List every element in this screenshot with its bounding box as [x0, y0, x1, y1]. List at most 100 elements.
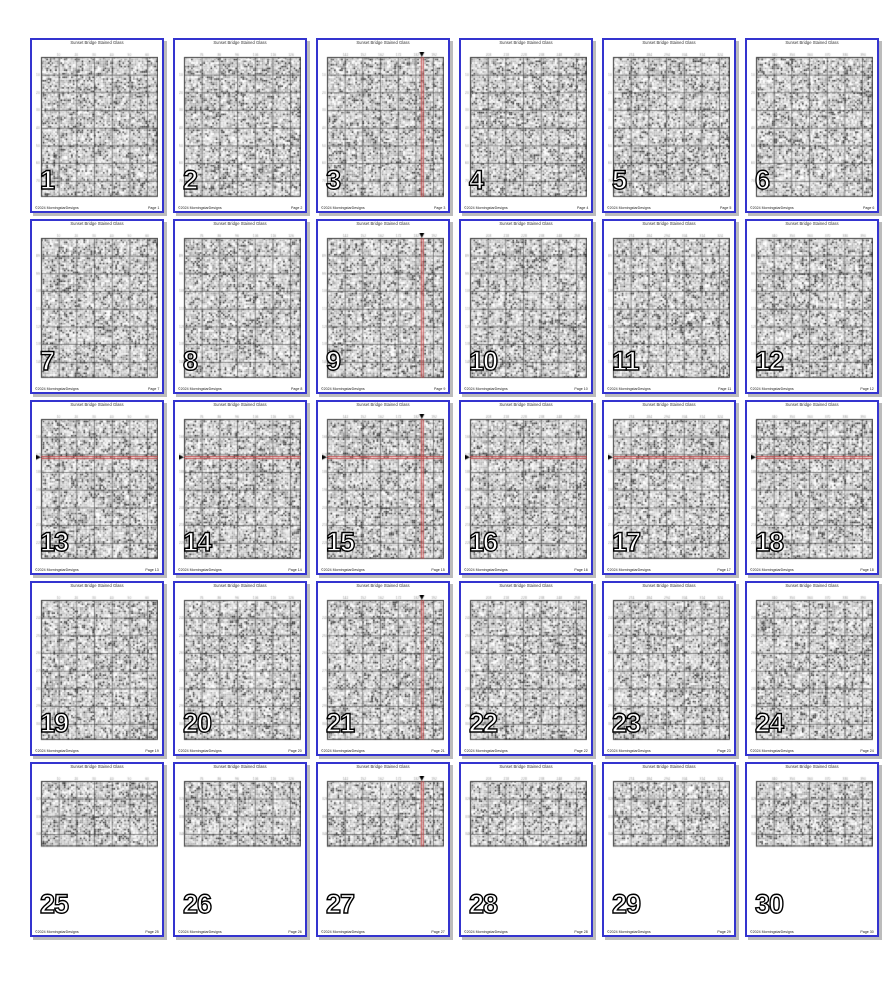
- page-footer-label: Page 7: [147, 386, 159, 391]
- pattern-page-thumbnail[interactable]: Sunset Bridge Stained Glass 27 ©2024 Mor…: [316, 762, 450, 937]
- pattern-page-thumbnail[interactable]: Sunset Bridge Stained Glass 24 ©2024 Mor…: [745, 581, 879, 756]
- stitch-chart-canvas: [608, 233, 730, 379]
- pattern-page-thumbnail[interactable]: Sunset Bridge Stained Glass 14 ©2024 Mor…: [173, 400, 307, 575]
- copyright-text: ©2024 MorningstarDesigns: [750, 386, 794, 391]
- pattern-page-thumbnail[interactable]: Sunset Bridge Stained Glass 26 ©2024 Mor…: [173, 762, 307, 937]
- pattern-page-thumbnail[interactable]: Sunset Bridge Stained Glass 4 ©2024 Morn…: [459, 38, 593, 213]
- stitch-chart-canvas: [179, 595, 301, 741]
- pattern-title: Sunset Bridge Stained Glass: [213, 221, 267, 227]
- page-number: 28: [468, 889, 498, 919]
- pattern-page-thumbnail[interactable]: Sunset Bridge Stained Glass 10 ©2024 Mor…: [459, 219, 593, 394]
- stitch-chart-canvas: [179, 414, 301, 560]
- stitch-chart-canvas: [179, 52, 301, 198]
- page-footer-label: Page 13: [145, 567, 159, 572]
- stitch-chart-canvas: [751, 233, 873, 379]
- copyright-text: ©2024 MorningstarDesigns: [750, 567, 794, 572]
- page-number: 17: [611, 527, 641, 557]
- pattern-page-thumbnail[interactable]: Sunset Bridge Stained Glass 12 ©2024 Mor…: [745, 219, 879, 394]
- page-footer-label: Page 8: [290, 386, 302, 391]
- page-footer-label: Page 27: [431, 929, 445, 934]
- pattern-page-thumbnail[interactable]: Sunset Bridge Stained Glass 29 ©2024 Mor…: [602, 762, 736, 937]
- stitch-chart-canvas: [751, 776, 873, 922]
- page-footer-label: Page 10: [574, 386, 588, 391]
- copyright-text: ©2024 MorningstarDesigns: [464, 748, 508, 753]
- pattern-title: Sunset Bridge Stained Glass: [70, 402, 124, 408]
- pattern-title: Sunset Bridge Stained Glass: [70, 40, 124, 46]
- pattern-page-thumbnail[interactable]: Sunset Bridge Stained Glass 16 ©2024 Mor…: [459, 400, 593, 575]
- pattern-title: Sunset Bridge Stained Glass: [356, 583, 410, 589]
- page-number: 11: [611, 346, 640, 376]
- pattern-page-thumbnail[interactable]: Sunset Bridge Stained Glass 15 ©2024 Mor…: [316, 400, 450, 575]
- pattern-title: Sunset Bridge Stained Glass: [642, 764, 696, 770]
- pattern-page-thumbnail[interactable]: Sunset Bridge Stained Glass 1 ©2024 Morn…: [30, 38, 164, 213]
- pattern-title: Sunset Bridge Stained Glass: [785, 402, 839, 408]
- copyright-text: ©2024 MorningstarDesigns: [321, 567, 365, 572]
- pattern-page-thumbnail[interactable]: Sunset Bridge Stained Glass 30 ©2024 Mor…: [745, 762, 879, 937]
- copyright-text: ©2024 MorningstarDesigns: [464, 929, 508, 934]
- pattern-page-thumbnail[interactable]: Sunset Bridge Stained Glass 8 ©2024 Morn…: [173, 219, 307, 394]
- page-footer-label: Page 9: [433, 386, 445, 391]
- pattern-title: Sunset Bridge Stained Glass: [213, 40, 267, 46]
- page-number: 1: [39, 165, 55, 195]
- page-footer-label: Page 28: [574, 929, 588, 934]
- page-footer-label: Page 6: [862, 205, 874, 210]
- page-footer-label: Page 5: [719, 205, 731, 210]
- pattern-title: Sunset Bridge Stained Glass: [356, 402, 410, 408]
- pattern-page-thumbnail[interactable]: Sunset Bridge Stained Glass 28 ©2024 Mor…: [459, 762, 593, 937]
- copyright-text: ©2024 MorningstarDesigns: [178, 386, 222, 391]
- pattern-page-thumbnail[interactable]: Sunset Bridge Stained Glass 25 ©2024 Mor…: [30, 762, 164, 937]
- page-number: 18: [754, 527, 784, 557]
- pattern-page-thumbnail[interactable]: Sunset Bridge Stained Glass 11 ©2024 Mor…: [602, 219, 736, 394]
- copyright-text: ©2024 MorningstarDesigns: [750, 748, 794, 753]
- pattern-page-thumbnail[interactable]: Sunset Bridge Stained Glass 5 ©2024 Morn…: [602, 38, 736, 213]
- page-number: 3: [325, 165, 341, 195]
- page-footer-label: Page 14: [288, 567, 302, 572]
- pattern-title: Sunset Bridge Stained Glass: [499, 402, 553, 408]
- copyright-text: ©2024 MorningstarDesigns: [178, 929, 222, 934]
- pattern-title: Sunset Bridge Stained Glass: [642, 583, 696, 589]
- pattern-page-thumbnail[interactable]: Sunset Bridge Stained Glass 6 ©2024 Morn…: [745, 38, 879, 213]
- pattern-page-thumbnail[interactable]: Sunset Bridge Stained Glass 9 ©2024 Morn…: [316, 219, 450, 394]
- pattern-page-thumbnail[interactable]: Sunset Bridge Stained Glass 3 ©2024 Morn…: [316, 38, 450, 213]
- page-footer-label: Page 17: [717, 567, 731, 572]
- page-number: 30: [754, 889, 784, 919]
- pattern-page-thumbnail[interactable]: Sunset Bridge Stained Glass 21 ©2024 Mor…: [316, 581, 450, 756]
- copyright-text: ©2024 MorningstarDesigns: [607, 748, 651, 753]
- stitch-chart-canvas: [608, 52, 730, 198]
- page-footer-label: Page 1: [147, 205, 159, 210]
- page-footer-label: Page 3: [433, 205, 445, 210]
- page-number: 29: [611, 889, 641, 919]
- stitch-chart-canvas: [36, 595, 158, 741]
- pattern-title: Sunset Bridge Stained Glass: [785, 40, 839, 46]
- page-number: 12: [754, 346, 784, 376]
- stitch-chart-canvas: [751, 595, 873, 741]
- copyright-text: ©2024 MorningstarDesigns: [321, 748, 365, 753]
- copyright-text: ©2024 MorningstarDesigns: [35, 567, 79, 572]
- page-footer-label: Page 11: [717, 386, 731, 391]
- pattern-page-thumbnail[interactable]: Sunset Bridge Stained Glass 22 ©2024 Mor…: [459, 581, 593, 756]
- pattern-page-thumbnail[interactable]: Sunset Bridge Stained Glass 17 ©2024 Mor…: [602, 400, 736, 575]
- copyright-text: ©2024 MorningstarDesigns: [178, 205, 222, 210]
- stitch-chart-canvas: [608, 776, 730, 922]
- page-number: 7: [39, 346, 55, 376]
- copyright-text: ©2024 MorningstarDesigns: [321, 386, 365, 391]
- page-number: 16: [468, 527, 498, 557]
- pattern-page-thumbnail[interactable]: Sunset Bridge Stained Glass 19 ©2024 Mor…: [30, 581, 164, 756]
- pattern-title: Sunset Bridge Stained Glass: [499, 221, 553, 227]
- pattern-page-thumbnail[interactable]: Sunset Bridge Stained Glass 2 ©2024 Morn…: [173, 38, 307, 213]
- page-number: 2: [182, 165, 198, 195]
- pattern-page-thumbnail[interactable]: Sunset Bridge Stained Glass 20 ©2024 Mor…: [173, 581, 307, 756]
- pattern-page-thumbnail[interactable]: Sunset Bridge Stained Glass 7 ©2024 Morn…: [30, 219, 164, 394]
- copyright-text: ©2024 MorningstarDesigns: [35, 748, 79, 753]
- stitch-chart-canvas: [322, 52, 444, 198]
- page-footer-label: Page 20: [288, 748, 302, 753]
- pattern-page-thumbnail[interactable]: Sunset Bridge Stained Glass 18 ©2024 Mor…: [745, 400, 879, 575]
- page-number: 14: [182, 527, 212, 557]
- pattern-title: Sunset Bridge Stained Glass: [785, 583, 839, 589]
- page-footer-label: Page 19: [145, 748, 159, 753]
- copyright-text: ©2024 MorningstarDesigns: [607, 929, 651, 934]
- pattern-page-thumbnail[interactable]: Sunset Bridge Stained Glass 23 ©2024 Mor…: [602, 581, 736, 756]
- pattern-page-thumbnail[interactable]: Sunset Bridge Stained Glass 13 ©2024 Mor…: [30, 400, 164, 575]
- page-number: 8: [182, 346, 198, 376]
